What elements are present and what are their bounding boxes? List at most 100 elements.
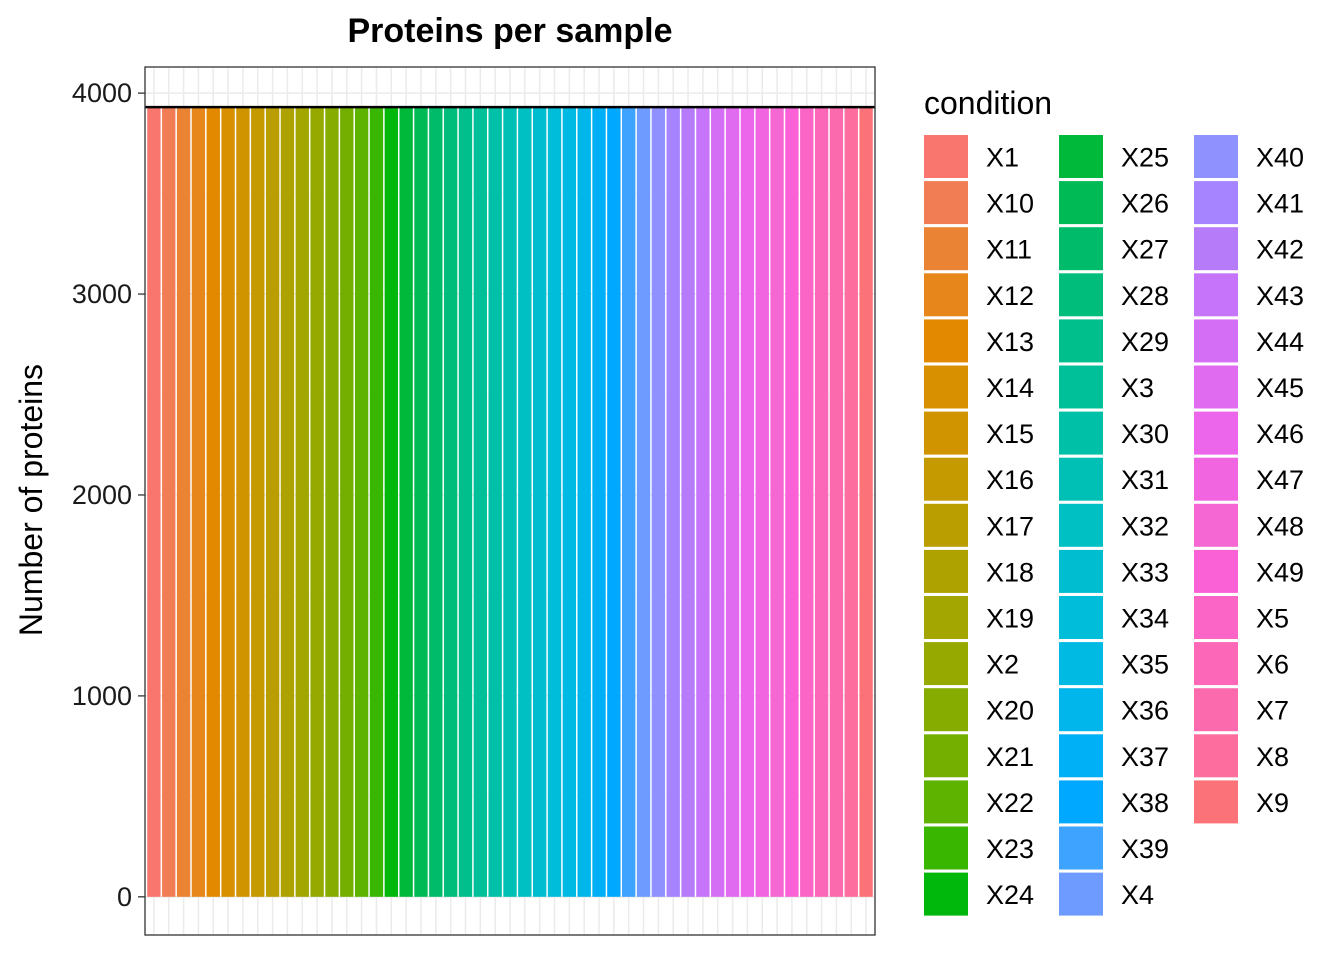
legend-label-X2: X2 xyxy=(986,650,1019,680)
bar-X19 xyxy=(295,107,309,897)
legend-key-X23 xyxy=(924,826,968,870)
legend-key-X5 xyxy=(1194,596,1238,639)
bar-X46 xyxy=(740,107,755,897)
bar-X36 xyxy=(577,107,591,897)
bar-X27 xyxy=(429,107,443,897)
bar-X44 xyxy=(711,107,725,897)
legend-key-X28 xyxy=(1059,273,1103,317)
legend-key-X30 xyxy=(1059,411,1103,455)
bar-X37 xyxy=(592,107,606,897)
legend-label-X47: X47 xyxy=(1256,465,1304,495)
legend-key-X38 xyxy=(1059,780,1103,824)
bar-X39 xyxy=(622,107,636,897)
legend-label-X23: X23 xyxy=(986,834,1034,864)
legend-key-X16 xyxy=(924,457,968,501)
legend-label-X39: X39 xyxy=(1121,834,1169,864)
legend-key-X35 xyxy=(1059,642,1103,686)
legend-title: condition xyxy=(924,85,1052,121)
legend-label-X18: X18 xyxy=(986,557,1034,587)
legend-key-X40 xyxy=(1194,135,1238,178)
bar-X38 xyxy=(607,107,621,897)
bar-X48 xyxy=(770,107,784,897)
bar-X45 xyxy=(725,107,740,897)
legend-key-X44 xyxy=(1194,319,1238,363)
legend-key-X27 xyxy=(1059,227,1103,271)
legend-label-X24: X24 xyxy=(986,880,1034,910)
legend-key-X25 xyxy=(1059,135,1103,178)
bar-X34 xyxy=(547,107,562,897)
bar-X15 xyxy=(236,107,250,897)
bar-X4 xyxy=(636,107,651,897)
chart-title: Proteins per sample xyxy=(347,12,672,50)
legend-key-X3 xyxy=(1059,365,1103,409)
bar-X10 xyxy=(162,107,176,897)
legend-label-X43: X43 xyxy=(1256,281,1304,311)
legend-key-X2 xyxy=(924,642,968,686)
legend-label-X38: X38 xyxy=(1121,788,1169,818)
bar-X28 xyxy=(443,107,458,897)
legend-key-X45 xyxy=(1194,365,1238,409)
legend-label-X37: X37 xyxy=(1121,742,1169,772)
legend-key-X46 xyxy=(1194,411,1238,455)
bar-X23 xyxy=(369,107,384,897)
legend-key-X19 xyxy=(924,596,968,639)
legend-key-X26 xyxy=(1059,181,1103,225)
legend-label-X29: X29 xyxy=(1121,327,1169,357)
legend-key-X17 xyxy=(924,503,968,547)
legend-label-X20: X20 xyxy=(986,696,1034,726)
y-tick-label: 0 xyxy=(117,882,132,912)
legend-key-X22 xyxy=(924,780,968,824)
bar-X3 xyxy=(473,107,488,897)
bar-X17 xyxy=(265,107,280,897)
legend-label-X41: X41 xyxy=(1256,189,1304,219)
legend-key-X10 xyxy=(924,181,968,225)
legend-label-X32: X32 xyxy=(1121,511,1169,541)
bar-X16 xyxy=(251,107,265,897)
legend-label-X12: X12 xyxy=(986,281,1034,311)
y-tick-label: 3000 xyxy=(72,279,132,309)
legend-label-X6: X6 xyxy=(1256,650,1289,680)
legend-label-X16: X16 xyxy=(986,465,1034,495)
legend-label-X7: X7 xyxy=(1256,696,1289,726)
legend-label-X13: X13 xyxy=(986,327,1034,357)
legend-label-X36: X36 xyxy=(1121,696,1169,726)
legend-label-X42: X42 xyxy=(1256,235,1304,265)
legend-label-X28: X28 xyxy=(1121,281,1169,311)
legend-label-X5: X5 xyxy=(1256,604,1289,634)
bar-X1 xyxy=(147,107,161,897)
bar-X24 xyxy=(384,107,398,897)
legend-label-X35: X35 xyxy=(1121,650,1169,680)
legend-label-X15: X15 xyxy=(986,419,1034,449)
bar-X21 xyxy=(340,107,354,897)
bar-X30 xyxy=(488,107,502,897)
bar-X31 xyxy=(503,107,517,897)
bar-X40 xyxy=(651,107,666,897)
legend-label-X22: X22 xyxy=(986,788,1034,818)
legend-key-X41 xyxy=(1194,181,1238,225)
bar-X12 xyxy=(191,107,206,897)
bar-X33 xyxy=(532,107,547,897)
legend-key-X36 xyxy=(1059,688,1103,732)
bar-X22 xyxy=(354,107,369,897)
legend-label-X45: X45 xyxy=(1256,373,1304,403)
y-tick-label: 1000 xyxy=(72,681,132,711)
legend-label-X49: X49 xyxy=(1256,557,1304,587)
bar-X7 xyxy=(829,107,844,897)
legend-label-X17: X17 xyxy=(986,511,1034,541)
legend-label-X44: X44 xyxy=(1256,327,1304,357)
bar-X5 xyxy=(800,107,814,897)
bar-X32 xyxy=(518,107,532,897)
legend-label-X19: X19 xyxy=(986,604,1034,634)
legend-label-X9: X9 xyxy=(1256,788,1289,818)
bar-X14 xyxy=(221,107,235,897)
legend-key-X18 xyxy=(924,549,968,593)
bar-X6 xyxy=(814,107,829,897)
legend-label-X8: X8 xyxy=(1256,742,1289,772)
bar-X11 xyxy=(176,107,191,897)
legend-label-X14: X14 xyxy=(986,373,1034,403)
legend-key-X15 xyxy=(924,411,968,455)
y-axis: 0 1000 2000 3000 4000 xyxy=(72,78,145,912)
legend-key-X37 xyxy=(1059,734,1103,778)
bar-X42 xyxy=(681,107,695,897)
